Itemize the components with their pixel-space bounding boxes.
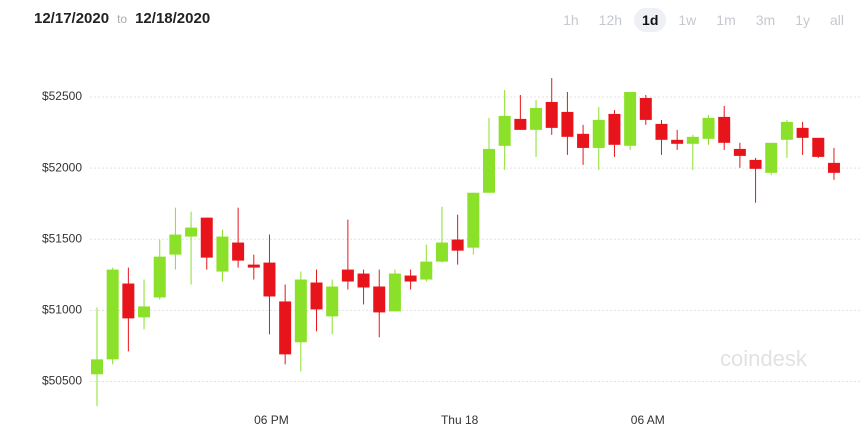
candle-body — [639, 97, 652, 120]
candle-body — [561, 111, 574, 137]
candle-body — [122, 283, 135, 319]
range-button[interactable]: 1w — [678, 12, 697, 28]
candle-body — [91, 359, 103, 375]
candle-body — [451, 239, 464, 251]
candle-body — [373, 286, 386, 313]
candle-body — [608, 113, 621, 145]
candle-body — [232, 242, 245, 261]
date-separator: to — [117, 12, 128, 26]
range-button[interactable]: 1m — [716, 12, 736, 28]
range-button[interactable]: 1y — [795, 12, 810, 28]
candle-body — [388, 273, 401, 312]
candle-body — [624, 92, 637, 146]
candle-body — [733, 148, 746, 156]
candle-body — [153, 256, 166, 298]
candle-body — [326, 286, 339, 317]
candle-body — [279, 301, 292, 355]
range-selector: 1h 12h 1d 1w 1m 3m 1y all — [555, 8, 852, 32]
candle-body — [200, 217, 213, 258]
candle-body — [498, 115, 511, 146]
y-tick-label: $52000 — [42, 160, 82, 174]
y-tick-label: $50500 — [42, 374, 82, 388]
range-button[interactable]: 3m — [755, 12, 776, 28]
candle-body — [435, 242, 448, 262]
candle-body — [247, 264, 260, 268]
candle-body — [106, 269, 119, 360]
candle-body — [514, 118, 527, 130]
range-button[interactable]: 1d — [634, 8, 667, 32]
candle-body — [545, 101, 558, 128]
candle-body — [341, 269, 354, 282]
candle-body — [420, 261, 433, 280]
candle-body — [812, 137, 825, 157]
candle-body — [671, 139, 684, 144]
candle-body — [357, 273, 370, 288]
y-tick-label: $51500 — [42, 231, 82, 245]
candle-body — [780, 121, 793, 140]
range-button[interactable]: 1h — [563, 12, 579, 28]
candle-body — [138, 306, 151, 318]
date-to[interactable]: 12/18/2020 — [135, 10, 211, 27]
candle-body — [765, 142, 778, 173]
range-button[interactable]: all — [829, 12, 844, 28]
candle-body — [718, 116, 731, 143]
candle-body — [655, 123, 668, 140]
range-button[interactable]: 12h — [598, 12, 623, 28]
candle-body — [483, 148, 495, 193]
x-tick-label: 06 AM — [631, 413, 665, 427]
y-tick-label: $51000 — [42, 303, 82, 317]
candle-body — [686, 136, 699, 144]
candle-body — [827, 162, 840, 173]
candle-body — [796, 127, 809, 138]
date-from[interactable]: 12/17/2020 — [34, 10, 110, 27]
candle-body — [263, 262, 276, 297]
x-tick-label: Thu 18 — [441, 413, 479, 427]
x-tick-label: 06 PM — [254, 413, 289, 427]
candle-body — [185, 227, 198, 237]
date-range: 12/17/2020 to 12/18/2020 — [34, 10, 210, 27]
candle-body — [592, 119, 605, 148]
watermark: coindesk — [720, 346, 808, 371]
candle-body — [310, 282, 323, 310]
y-tick-label: $52500 — [42, 89, 82, 103]
candle-body — [294, 279, 307, 343]
candle-body — [169, 234, 182, 255]
candle-body — [467, 192, 480, 248]
candle-body — [749, 159, 762, 169]
candle-body — [216, 236, 229, 272]
candle-body — [530, 107, 543, 130]
candle-body — [404, 275, 417, 282]
candle-body — [577, 133, 590, 148]
candle-body — [702, 117, 715, 139]
